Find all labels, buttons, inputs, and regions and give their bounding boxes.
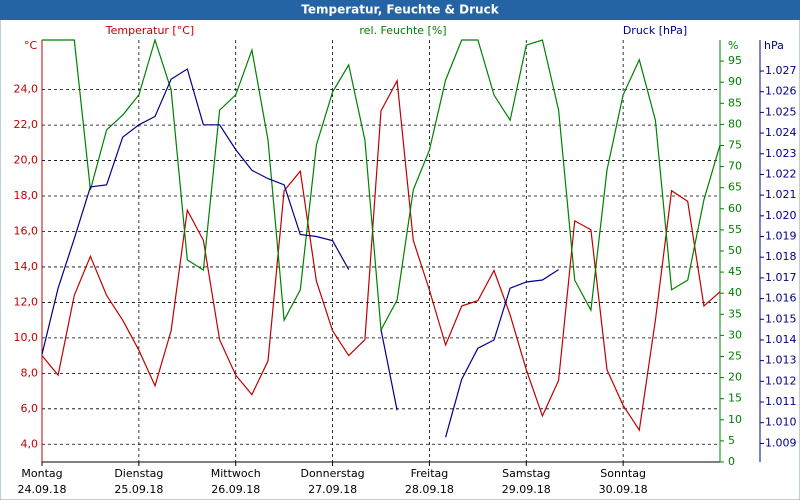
y-tick-label: 22,0 <box>14 118 39 131</box>
y2-tick-label: 75 <box>728 139 742 152</box>
title-bar <box>0 0 800 20</box>
y3-tick-label: 1.022 <box>765 167 797 180</box>
x-tick-date: 29.09.18 <box>502 483 551 496</box>
y3-tick-label: 1.016 <box>765 292 797 305</box>
y2-tick-label: 25 <box>728 350 742 363</box>
legend-entry: Temperatur [°C] <box>105 24 194 37</box>
x-tick-date: 30.09.18 <box>599 483 648 496</box>
y-tick-label: 14,0 <box>14 260 39 273</box>
y2-tick-label: 5 <box>728 434 735 447</box>
series-line <box>41 68 350 355</box>
x-tick-label: Freitag <box>411 467 449 480</box>
y3-unit: hPa <box>764 39 784 52</box>
series-line <box>445 269 559 438</box>
y3-tick-label: 1.025 <box>765 105 797 118</box>
x-tick-label: Sonntag <box>600 467 646 480</box>
y3-tick-label: 1.010 <box>765 416 797 429</box>
y2-tick-label: 55 <box>728 223 742 236</box>
y2-tick-label: 10 <box>728 413 742 426</box>
y2-tick-label: 65 <box>728 181 742 194</box>
y2-tick-label: 85 <box>728 96 742 109</box>
y3-tick-label: 1.009 <box>765 436 797 449</box>
y2-tick-label: 50 <box>728 244 742 257</box>
y-tick-label: 24,0 <box>14 83 39 96</box>
y2-tick-label: 40 <box>728 286 742 299</box>
x-tick-label: Montag <box>21 467 62 480</box>
y2-tick-label: 30 <box>728 328 742 341</box>
y3-tick-label: 1.017 <box>765 271 797 284</box>
y3-tick-label: 1.013 <box>765 354 797 367</box>
y3-tick-label: 1.024 <box>765 126 797 139</box>
y-tick-label: 6,0 <box>21 402 39 415</box>
y-tick-label: 16,0 <box>14 224 39 237</box>
y-tick-label: 8,0 <box>21 366 39 379</box>
y2-unit: % <box>728 39 738 52</box>
y3-tick-label: 1.027 <box>765 64 797 77</box>
series-line <box>41 78 721 432</box>
y2-tick-label: 20 <box>728 371 742 384</box>
y3-tick-label: 1.026 <box>765 85 797 98</box>
y2-tick-label: 0 <box>728 455 735 468</box>
y2-tick-label: 80 <box>728 117 742 130</box>
y3-tick-label: 1.021 <box>765 188 797 201</box>
y-tick-label: 18,0 <box>14 189 39 202</box>
y3-tick-label: 1.014 <box>765 333 797 346</box>
x-tick-label: Mittwoch <box>211 467 261 480</box>
legend-entry: rel. Feuchte [%] <box>359 24 446 37</box>
x-tick-date: 25.09.18 <box>114 483 163 496</box>
y-tick-label: 4,0 <box>21 437 39 450</box>
y3-tick-label: 1.023 <box>765 147 797 160</box>
y2-tick-label: 90 <box>728 75 742 88</box>
y3-tick-label: 1.015 <box>765 312 797 325</box>
y-tick-label: 20,0 <box>14 154 39 167</box>
x-tick-date: 26.09.18 <box>211 483 260 496</box>
y3-tick-label: 1.011 <box>765 395 797 408</box>
y2-tick-label: 70 <box>728 160 742 173</box>
y2-tick-label: 15 <box>728 392 742 405</box>
chart-title: Temperatur, Feuchte & Druck <box>301 3 499 17</box>
y-tick-label: 10,0 <box>14 331 39 344</box>
y3-tick-label: 1.018 <box>765 250 797 263</box>
y2-tick-label: 60 <box>728 202 742 215</box>
y2-tick-label: 45 <box>728 265 742 278</box>
x-tick-date: 24.09.18 <box>18 483 67 496</box>
x-tick-label: Dienstag <box>114 467 163 480</box>
y-tick-label: 12,0 <box>14 295 39 308</box>
x-tick-date: 27.09.18 <box>308 483 357 496</box>
x-tick-date: 28.09.18 <box>405 483 454 496</box>
x-tick-label: Samstag <box>502 467 550 480</box>
legend-entry: Druck [hPa] <box>623 24 687 37</box>
y2-tick-label: 95 <box>728 54 742 67</box>
y3-tick-label: 1.012 <box>765 374 797 387</box>
y3-tick-label: 1.020 <box>765 209 797 222</box>
series-line <box>380 329 398 411</box>
x-tick-label: Donnerstag <box>300 467 364 480</box>
y2-tick-label: 35 <box>728 307 742 320</box>
y-unit: °C <box>24 39 38 52</box>
y3-tick-label: 1.019 <box>765 230 797 243</box>
